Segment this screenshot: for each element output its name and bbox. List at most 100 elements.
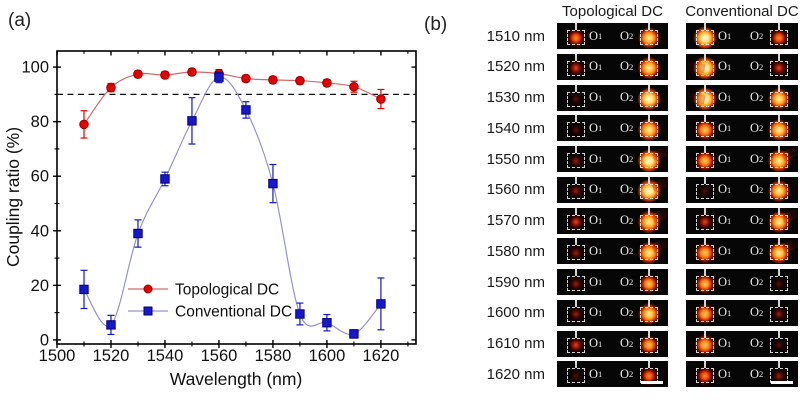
port-outline-box: [640, 306, 658, 322]
data-point-marker: [268, 75, 278, 85]
port-outline-box: [567, 214, 585, 230]
port-outline-box: [567, 153, 585, 168]
port-outline-box: [696, 91, 714, 107]
port-outline-box: [640, 214, 658, 230]
intensity-spot-left: [564, 117, 588, 142]
port-outline-box: [567, 306, 585, 322]
waveguide-stub: [778, 299, 780, 307]
port-outline-box: [770, 183, 788, 199]
port-outline-box: [696, 337, 714, 353]
waveguide-stub: [648, 238, 650, 246]
intensity-spot-left: [693, 148, 717, 172]
intensity-spot-left: [564, 363, 588, 388]
wavelength-label: 1620 nm: [486, 365, 545, 383]
intensity-spot-left: [564, 25, 588, 49]
port-outline-box: [696, 30, 714, 45]
waveguide-stub: [778, 207, 780, 215]
port-outline-box: [640, 276, 658, 291]
waveguide-stub: [704, 115, 706, 123]
waveguide-stub: [778, 115, 780, 123]
scale-bar: [771, 381, 793, 385]
intensity-spot-right: [767, 333, 791, 357]
waveguide-stub: [575, 207, 577, 215]
waveguide-stub: [575, 299, 577, 307]
data-point-marker: [106, 320, 116, 330]
intensity-spot-left: [564, 240, 588, 265]
data-point-marker: [214, 72, 224, 82]
x-tick-label: 1580: [255, 347, 292, 365]
data-point-marker: [106, 82, 116, 93]
port-outline-box: [770, 245, 788, 261]
panel-a-label: (a): [8, 10, 32, 31]
waveguide-stub: [648, 23, 650, 30]
waveguide-stub: [575, 176, 577, 184]
wavelength-label: 1550 nm: [486, 150, 545, 168]
port-outline-box: [640, 153, 658, 168]
waveguide-stub: [648, 299, 650, 307]
waveguide-stub: [575, 269, 577, 276]
y-tick-label: 0: [40, 331, 49, 349]
wavelength-label: 1560 nm: [486, 181, 545, 199]
intensity-spot-right: [637, 271, 661, 295]
waveguide-stub: [704, 84, 706, 92]
y-tick-label: 60: [31, 168, 49, 186]
data-point-marker: [268, 178, 278, 189]
intensity-spot-right: [767, 56, 791, 80]
intensity-spot-right: [637, 302, 661, 326]
intensity-spot-left: [564, 302, 588, 326]
data-point-marker: [133, 69, 143, 79]
port-outline-box: [640, 245, 658, 261]
data-point-marker: [295, 309, 305, 319]
port-outline-box: [696, 183, 714, 199]
intensity-spot-right: [637, 179, 661, 203]
waveguide-stub: [575, 238, 577, 246]
series-conventional-dc: [79, 71, 386, 339]
y-tick-label: 80: [31, 113, 49, 131]
coupling-ratio-chart: 1500 1520 1540 1560 1580 1600 1620 0 20 40 60 80 100…: [3, 50, 417, 389]
data-point-marker: [160, 70, 170, 80]
wavelength-label: 1510 nm: [486, 27, 545, 45]
waveguide-stub: [704, 299, 706, 307]
waveguide-stub: [575, 146, 577, 153]
waveguide-stub: [648, 146, 650, 153]
wavelength-label: 1570 nm: [486, 212, 545, 229]
intensity-spot-right: [637, 333, 661, 357]
intensity-spot-right: [637, 25, 661, 49]
series-line: [83, 71, 382, 125]
port-outline-box: [567, 245, 585, 261]
data-point-marker: [133, 228, 143, 239]
intensity-spot-right: [637, 87, 661, 111]
port-outline-box: [696, 306, 714, 322]
x-tick-label: 1500: [39, 347, 76, 365]
intensity-spot-left: [564, 87, 588, 111]
legend-marker-square: [143, 306, 153, 316]
